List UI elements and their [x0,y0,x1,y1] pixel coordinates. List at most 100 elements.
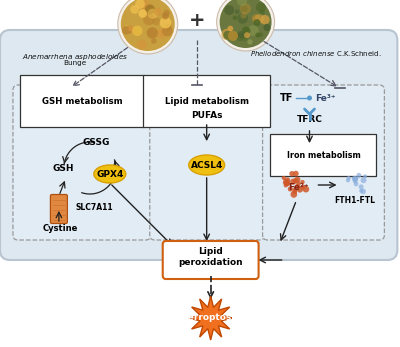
Circle shape [243,27,250,34]
Circle shape [151,38,157,44]
Circle shape [240,33,248,41]
Text: Bunge: Bunge [63,60,86,66]
Circle shape [283,179,290,186]
Circle shape [228,31,238,41]
Circle shape [121,0,175,51]
Text: PUFAs: PUFAs [191,110,222,119]
Circle shape [285,180,290,185]
Circle shape [284,180,289,185]
Circle shape [360,189,366,194]
Circle shape [137,40,147,50]
Circle shape [300,185,305,189]
Circle shape [293,171,299,176]
Circle shape [356,177,358,180]
Circle shape [353,179,358,184]
Circle shape [302,186,309,193]
Text: GSH metabolism: GSH metabolism [42,96,122,105]
Text: Cystine: Cystine [42,223,78,232]
Text: Iron metabolism: Iron metabolism [287,151,360,160]
Circle shape [294,177,300,183]
FancyBboxPatch shape [13,85,151,240]
Circle shape [360,177,366,183]
Circle shape [125,25,133,33]
Circle shape [347,176,351,180]
Circle shape [130,5,139,14]
Circle shape [237,0,247,6]
Circle shape [221,29,232,40]
Circle shape [165,24,171,30]
Circle shape [286,181,290,186]
FancyBboxPatch shape [262,85,384,240]
Circle shape [359,189,363,193]
Text: +: + [188,10,205,29]
Text: SLC7A11: SLC7A11 [76,203,114,212]
Circle shape [143,14,155,25]
Circle shape [147,27,158,39]
Circle shape [300,180,305,184]
Circle shape [122,26,130,34]
Text: TF: TF [280,93,293,103]
Circle shape [296,181,301,186]
Circle shape [260,15,270,25]
Circle shape [162,26,173,36]
Circle shape [282,176,286,180]
Circle shape [307,95,312,101]
Circle shape [217,0,274,51]
FancyBboxPatch shape [150,85,264,240]
Circle shape [237,13,248,24]
Circle shape [288,187,293,192]
Circle shape [220,0,272,48]
Circle shape [258,32,263,37]
Text: Lipid metabolism: Lipid metabolism [165,96,249,105]
Ellipse shape [189,155,225,175]
Text: GPX4: GPX4 [96,169,124,178]
Circle shape [352,176,358,181]
Circle shape [352,176,355,179]
Circle shape [157,28,167,39]
Circle shape [132,26,142,36]
Circle shape [244,32,250,38]
Circle shape [163,10,170,16]
Circle shape [154,8,162,16]
Circle shape [240,12,246,18]
Circle shape [346,178,350,183]
Circle shape [363,174,367,178]
Circle shape [242,26,249,33]
Text: Ferroptosis: Ferroptosis [182,313,240,322]
Circle shape [359,184,364,189]
Circle shape [238,31,245,38]
Circle shape [352,176,358,182]
Circle shape [233,16,237,20]
Text: $\it{Anemarrhena\ asphodeloides}$: $\it{Anemarrhena\ asphodeloides}$ [22,52,128,62]
FancyBboxPatch shape [163,241,258,279]
Circle shape [293,178,298,184]
Circle shape [356,173,361,178]
Circle shape [254,19,260,26]
Circle shape [295,184,300,189]
Circle shape [123,25,131,33]
Circle shape [292,188,297,193]
Circle shape [160,17,171,28]
Circle shape [290,179,296,185]
Text: $\it{Phellodendron\ chinense}$ C.K.Schneid.: $\it{Phellodendron\ chinense}$ C.K.Schne… [250,49,381,58]
Circle shape [135,0,145,9]
Circle shape [235,9,239,14]
Circle shape [285,177,290,183]
Text: FTH1-FTL: FTH1-FTL [334,195,375,204]
Circle shape [145,5,155,15]
Circle shape [290,191,297,198]
FancyBboxPatch shape [50,195,67,223]
Circle shape [140,0,151,11]
Polygon shape [189,296,233,340]
Text: ACSL4: ACSL4 [190,161,223,169]
Circle shape [256,2,266,12]
Circle shape [252,14,260,23]
Text: Fe²⁺: Fe²⁺ [288,183,309,192]
Circle shape [255,33,260,37]
Circle shape [297,187,303,193]
Text: GSSG: GSSG [82,137,110,146]
Circle shape [224,5,234,15]
Circle shape [241,6,248,12]
Circle shape [228,26,233,32]
Ellipse shape [94,165,126,183]
